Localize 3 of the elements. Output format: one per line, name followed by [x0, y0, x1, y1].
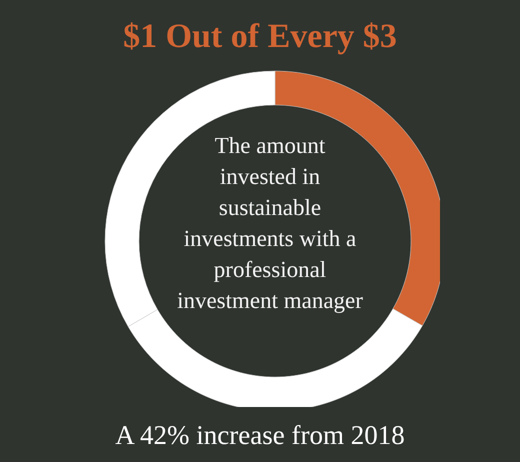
text: The amount invested in sustainable investments with a professional investment manager	[176, 132, 364, 315]
text: A 42% increase from 2018	[114, 420, 406, 451]
chart-title: $1 Out of Every $3	[122, 18, 398, 56]
